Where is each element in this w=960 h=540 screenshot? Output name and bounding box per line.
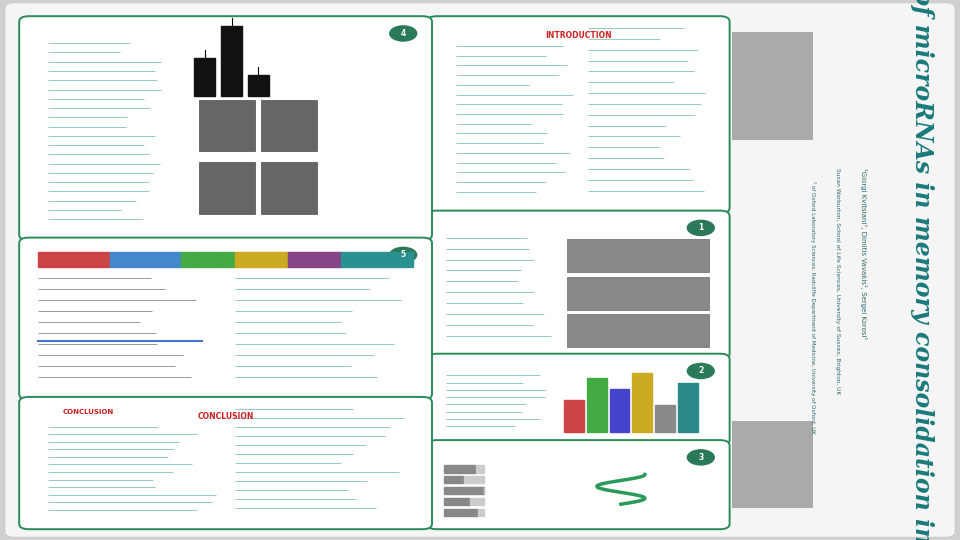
Text: 3: 3 [698, 453, 704, 462]
Bar [306, 252, 324, 267]
Bar [324, 252, 342, 267]
Bar [633, 373, 652, 432]
Circle shape [687, 220, 714, 235]
Bar [92, 252, 109, 267]
Bar [221, 26, 242, 96]
Bar [109, 252, 128, 267]
Bar [444, 498, 470, 505]
FancyBboxPatch shape [427, 440, 730, 529]
Circle shape [687, 450, 714, 465]
Bar [475, 465, 484, 472]
FancyBboxPatch shape [427, 354, 730, 445]
Bar [444, 509, 478, 516]
FancyBboxPatch shape [19, 397, 432, 529]
Bar [678, 383, 698, 432]
Circle shape [390, 247, 417, 262]
Text: 4: 4 [400, 29, 406, 38]
Bar [194, 58, 215, 96]
Bar [288, 252, 306, 267]
FancyBboxPatch shape [199, 163, 254, 214]
Bar [610, 389, 630, 432]
FancyBboxPatch shape [5, 3, 955, 537]
FancyBboxPatch shape [19, 16, 432, 240]
Bar [217, 252, 234, 267]
Bar [377, 252, 395, 267]
Bar [57, 252, 74, 267]
Bar [564, 400, 584, 432]
Text: Susan Warburton, School of Life Sciences, University of Sussex, Brighton, UK: Susan Warburton, School of Life Sciences… [834, 168, 840, 394]
Text: The role of microRNAs in memory consolidation in Lymnaea: The role of microRNAs in memory consolid… [909, 0, 933, 540]
Bar [38, 252, 57, 267]
Bar [163, 252, 181, 267]
Bar [128, 252, 145, 267]
Text: ² of Oxford Laboratory Sciences, Radcliffe Department of Medicine, University of: ² of Oxford Laboratory Sciences, Radclif… [810, 181, 816, 434]
Bar [199, 252, 217, 267]
Bar [395, 252, 413, 267]
Bar [248, 75, 269, 96]
Bar [252, 252, 270, 267]
Bar [74, 252, 92, 267]
Circle shape [687, 363, 714, 379]
FancyBboxPatch shape [567, 314, 708, 347]
Bar [444, 465, 475, 472]
Bar [359, 252, 377, 267]
Bar [465, 476, 484, 483]
Bar [444, 487, 484, 494]
FancyBboxPatch shape [427, 16, 730, 213]
FancyBboxPatch shape [261, 100, 317, 151]
FancyBboxPatch shape [732, 32, 813, 140]
FancyBboxPatch shape [427, 211, 730, 359]
FancyBboxPatch shape [732, 421, 813, 508]
Text: INTRODUCTION: INTRODUCTION [545, 31, 612, 40]
Bar [587, 378, 607, 432]
Bar [234, 252, 252, 267]
FancyBboxPatch shape [567, 239, 708, 273]
Text: 2: 2 [698, 367, 704, 375]
FancyBboxPatch shape [261, 163, 317, 214]
Bar [470, 498, 484, 505]
Bar [342, 252, 359, 267]
Bar [655, 405, 675, 432]
Text: CONCLUSION: CONCLUSION [198, 412, 253, 421]
Bar [270, 252, 288, 267]
Bar [444, 476, 465, 483]
Circle shape [390, 26, 417, 41]
FancyBboxPatch shape [567, 276, 708, 309]
Text: 1: 1 [698, 224, 704, 232]
Bar [145, 252, 163, 267]
Text: 5: 5 [400, 251, 406, 259]
FancyBboxPatch shape [19, 238, 432, 400]
Text: CONCLUSION: CONCLUSION [62, 409, 113, 415]
Bar [478, 509, 484, 516]
Text: ¹Giorgi Kvitsiani¹, Dimitis Vavakis¹, Sergei Korosi¹: ¹Giorgi Kvitsiani¹, Dimitis Vavakis¹, Se… [860, 168, 868, 340]
Bar [181, 252, 199, 267]
FancyBboxPatch shape [199, 100, 254, 151]
